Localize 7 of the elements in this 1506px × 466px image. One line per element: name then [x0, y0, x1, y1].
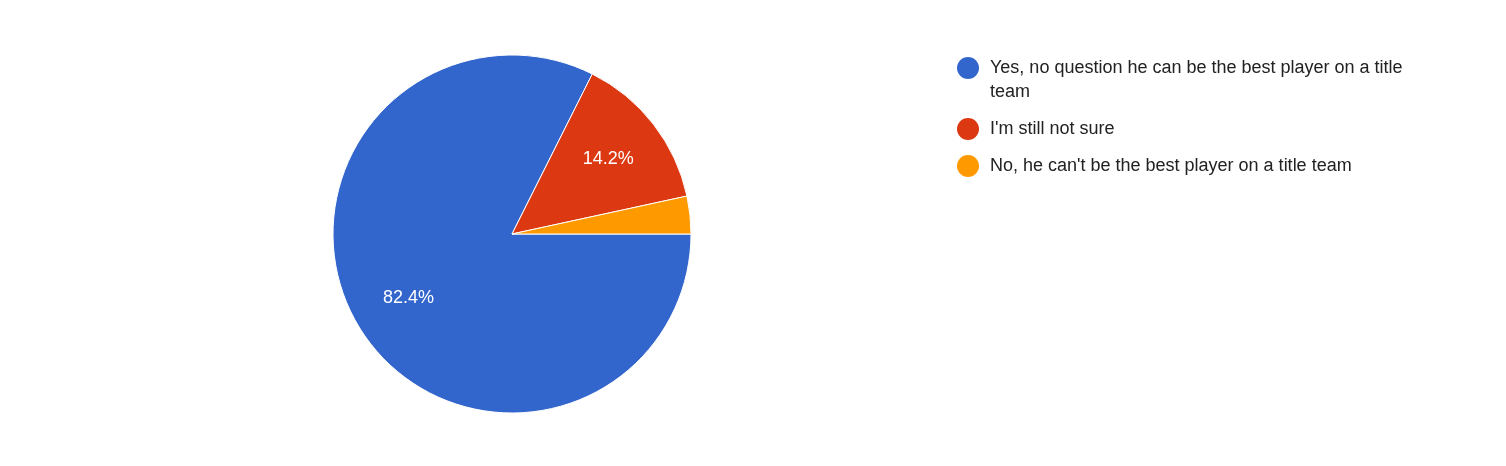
pie-slice: [332, 54, 692, 414]
legend-label: Yes, no question he can be the best player on a title team: [990, 56, 1403, 101]
legend-label: No, he can't be the best player on a title team: [990, 154, 1352, 175]
data-label: 82.4%: [382, 286, 434, 307]
data-label: 14.2%: [582, 148, 634, 169]
legend-label: I'm still not sure: [990, 117, 1115, 138]
pie-slice: [511, 73, 688, 235]
